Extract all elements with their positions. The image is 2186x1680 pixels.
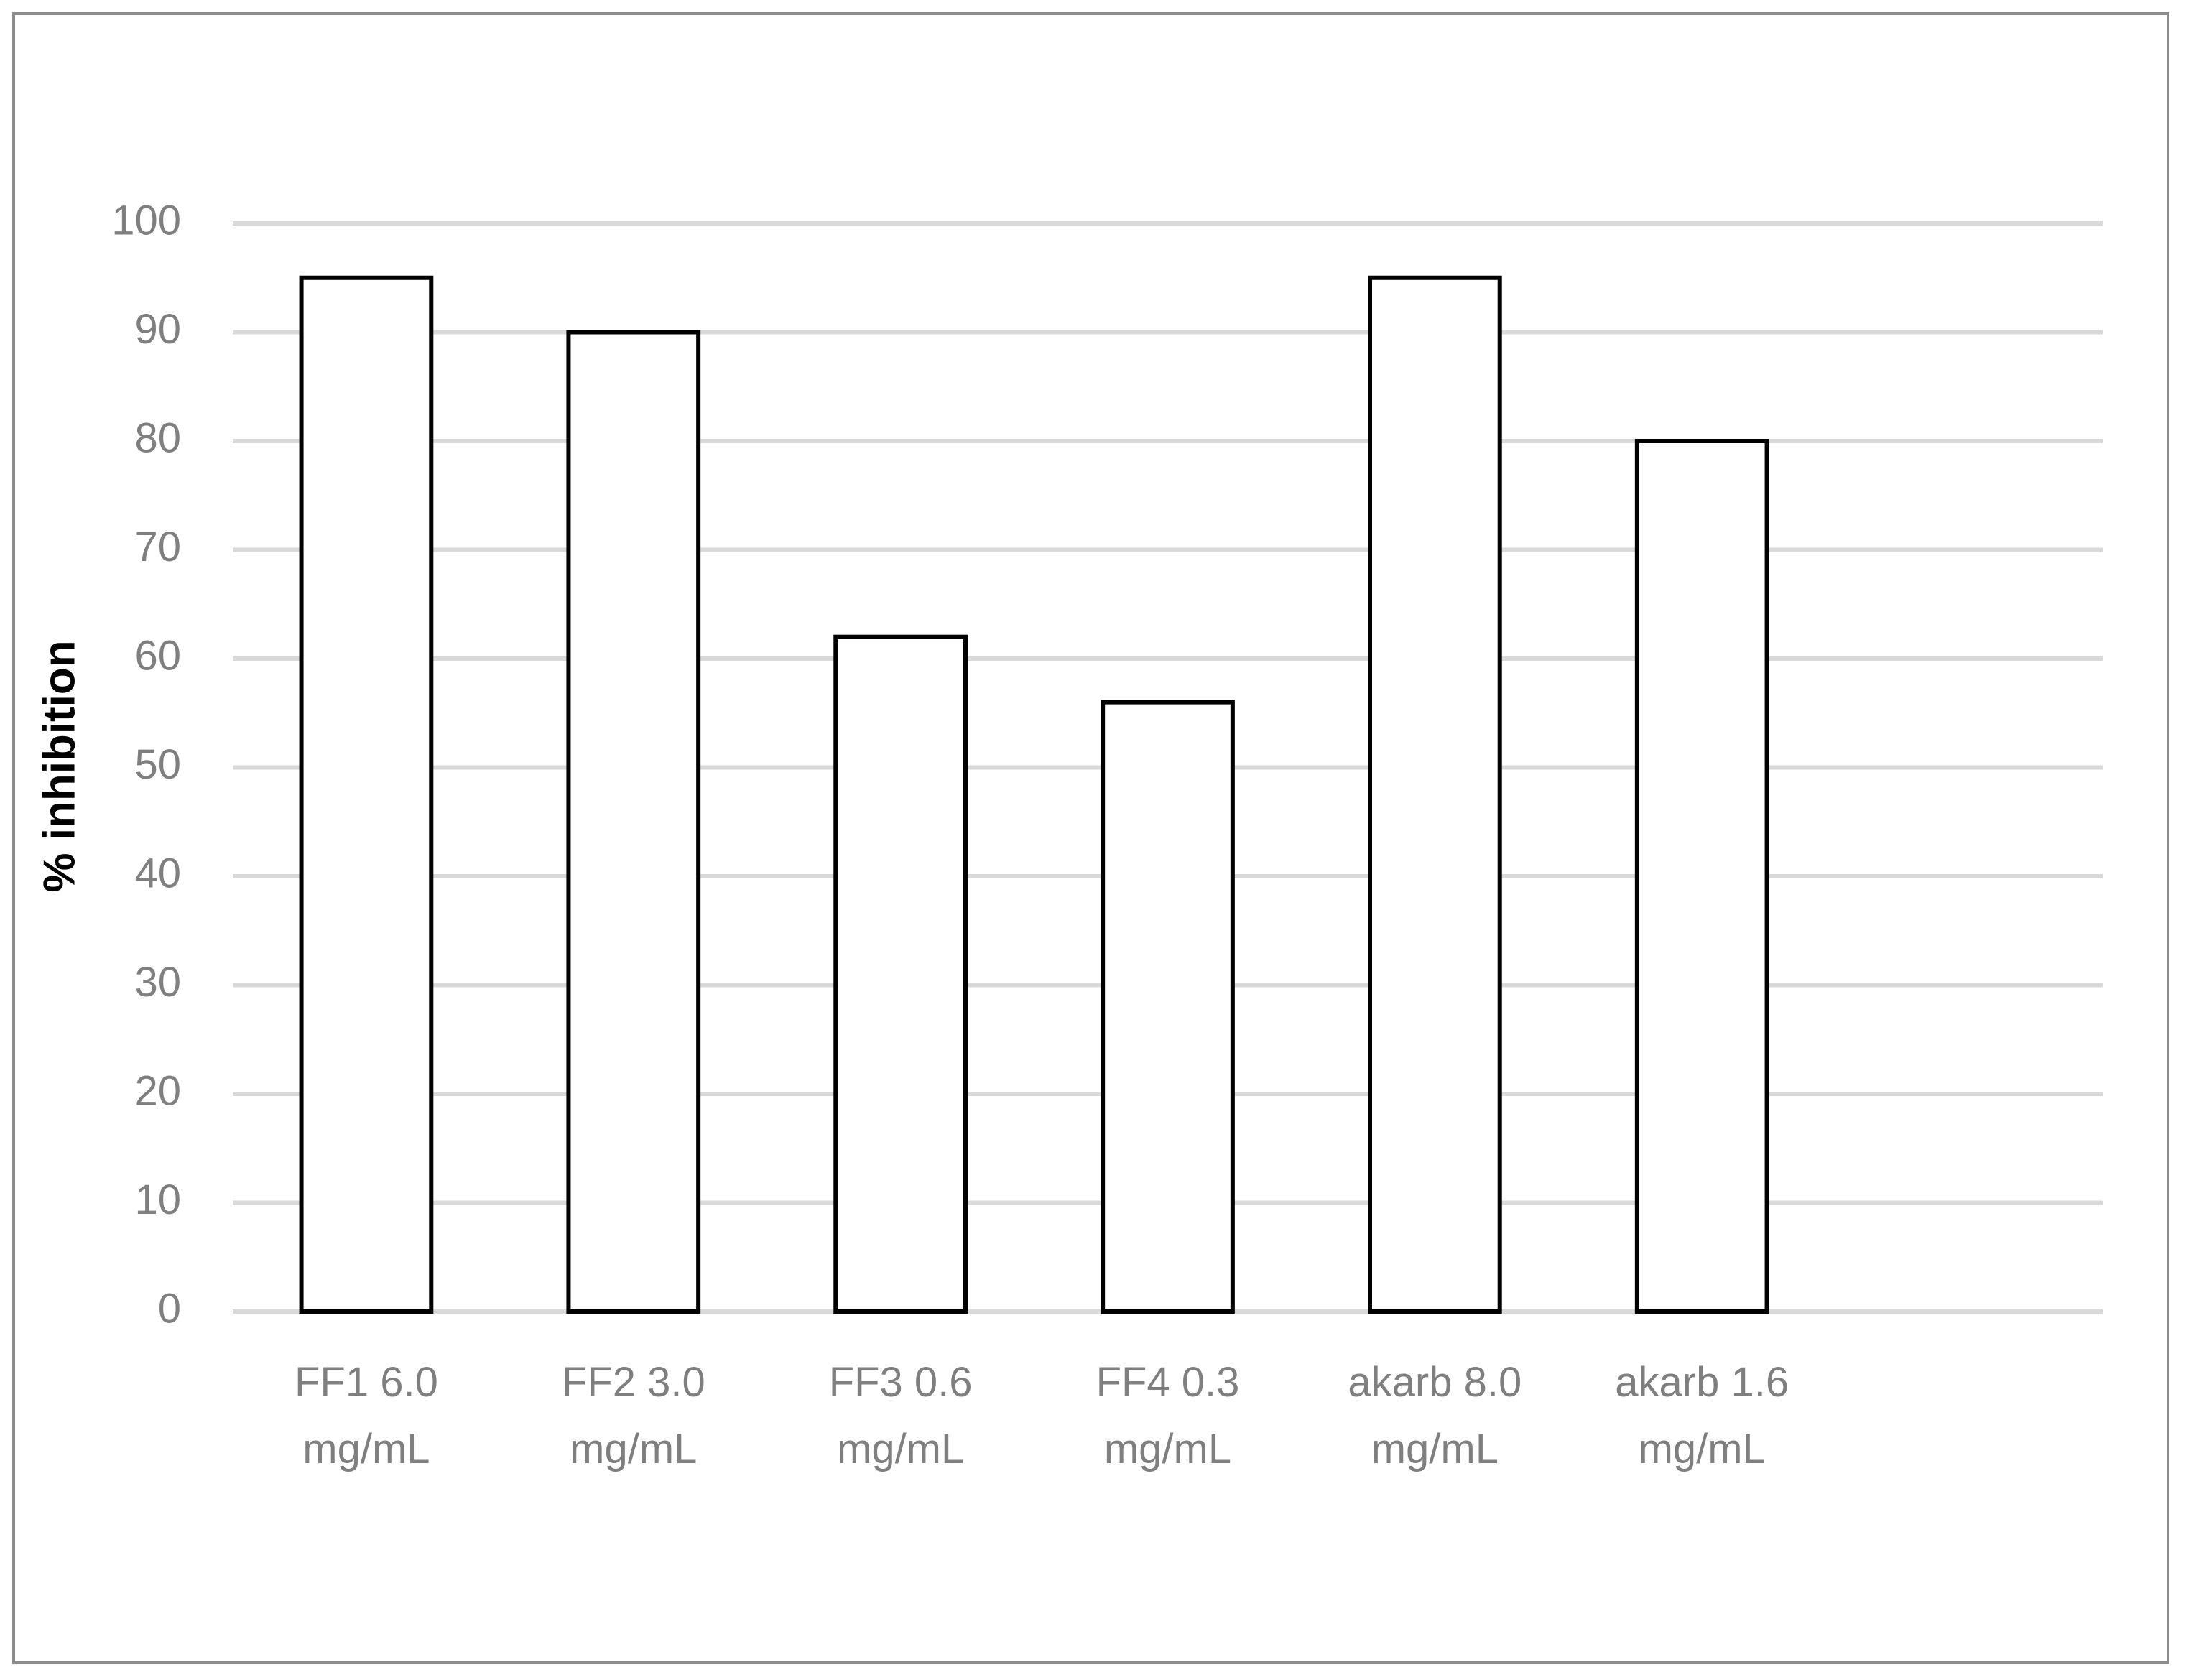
bar <box>566 330 701 1314</box>
y-tick-label: 40 <box>134 850 181 896</box>
bar <box>299 275 434 1314</box>
x-tick-label: akarb 1.6 mg/mL <box>1615 1359 1789 1472</box>
y-tick-label: 50 <box>134 741 181 788</box>
y-axis-title: % inhibition <box>34 640 84 892</box>
bar <box>833 634 968 1314</box>
bar <box>1634 439 1769 1314</box>
y-tick-label: 100 <box>111 197 181 243</box>
y-tick-label: 0 <box>158 1285 181 1332</box>
y-tick-label: 90 <box>134 306 181 353</box>
y-tick-label: 20 <box>134 1067 181 1114</box>
x-tick-label: FF2 3.0 mg/mL <box>561 1359 705 1472</box>
y-tick-label: 10 <box>134 1177 181 1223</box>
y-tick-label: 30 <box>134 959 181 1006</box>
y-tick-label: 70 <box>134 524 181 570</box>
x-tick-label: FF4 0.3 mg/mL <box>1096 1359 1240 1472</box>
y-tick-label: 60 <box>134 632 181 679</box>
x-tick-label: FF3 0.6 mg/mL <box>828 1359 973 1472</box>
y-tick-label: 80 <box>134 414 181 461</box>
bar <box>1101 700 1235 1314</box>
bar <box>1367 275 1502 1314</box>
x-tick-label: akarb 8.0 mg/mL <box>1348 1359 1522 1472</box>
x-tick-label: FF1 6.0 mg/mL <box>294 1359 438 1472</box>
